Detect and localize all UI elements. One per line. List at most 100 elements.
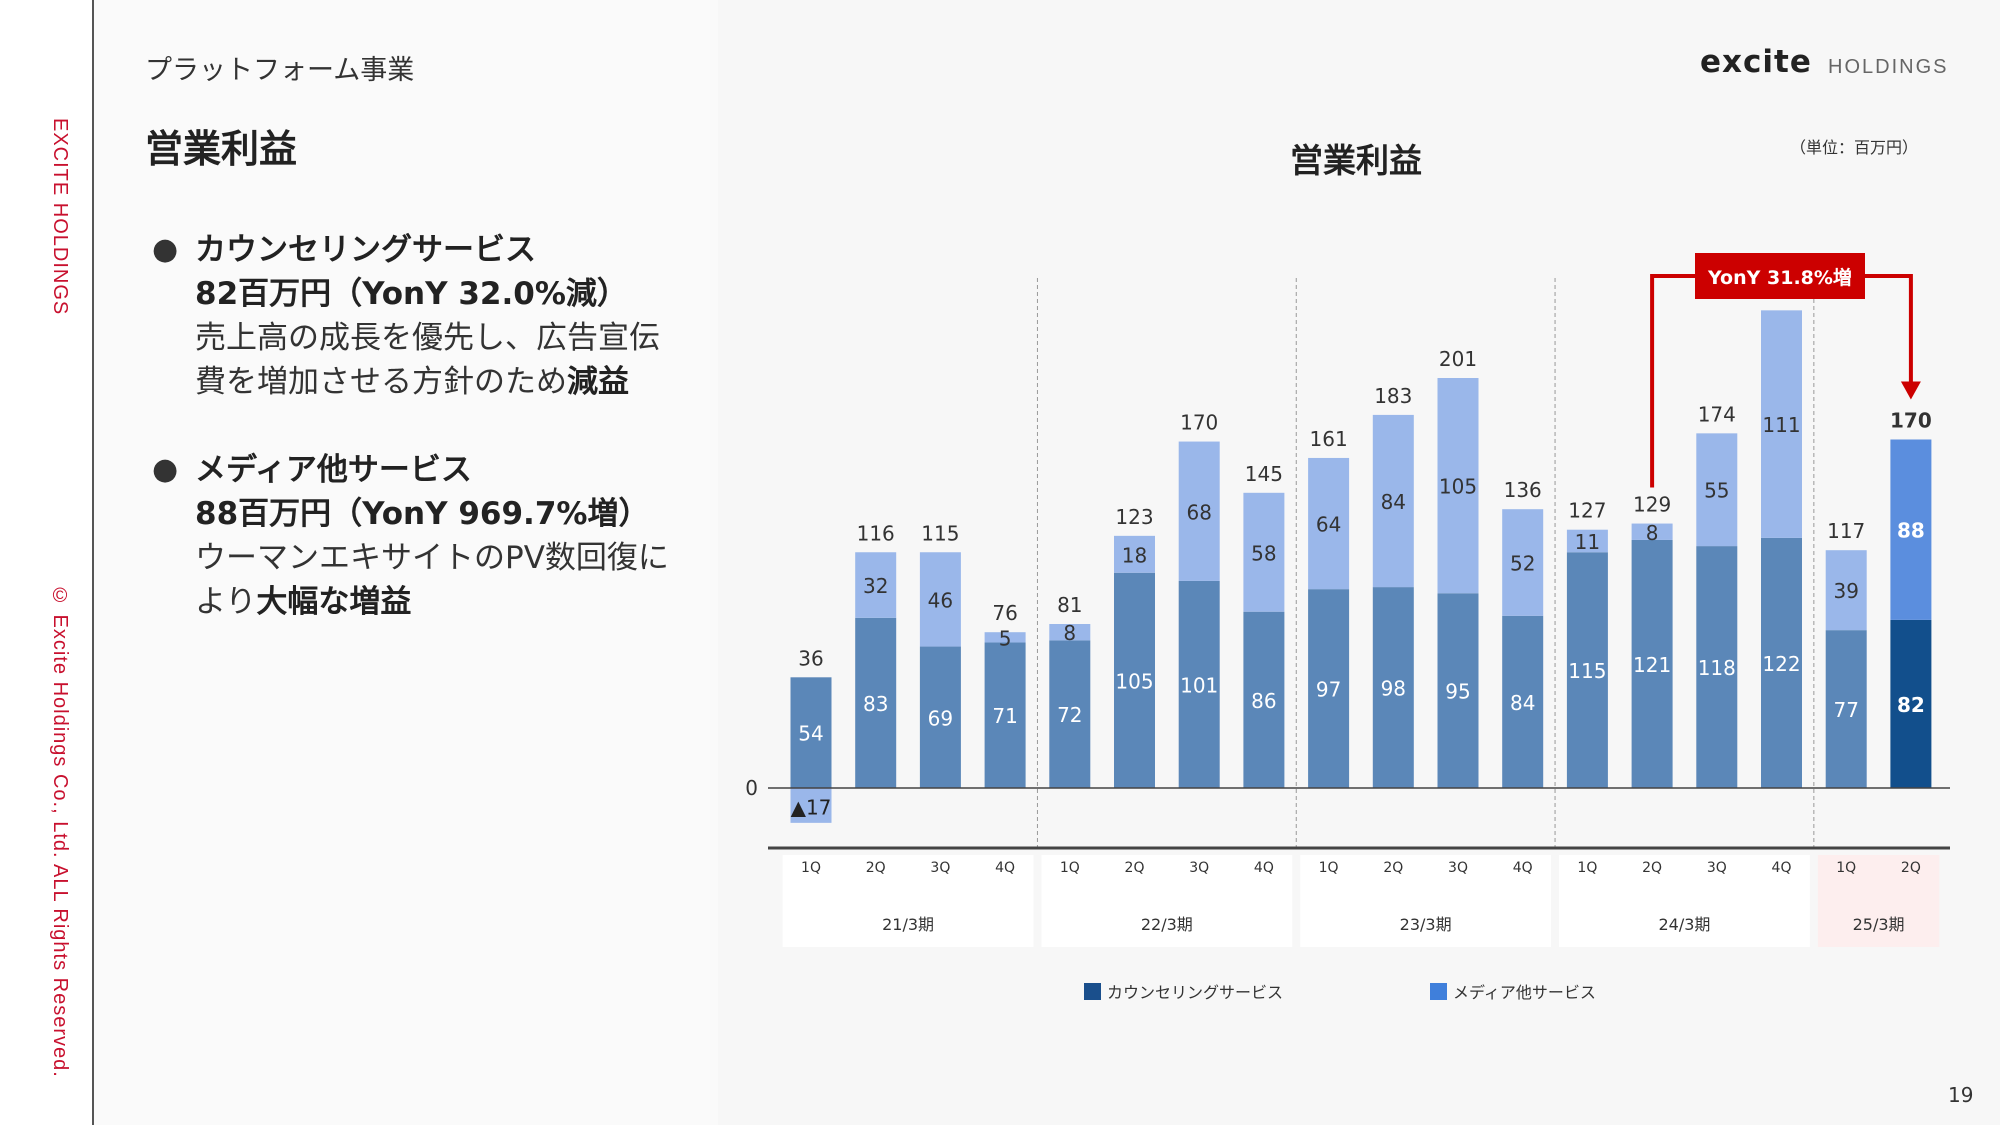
bar-media: [1631, 523, 1673, 540]
counseling-value-label: 98: [1381, 677, 1406, 701]
bar-counseling: [1243, 611, 1285, 788]
logo-suffix: HOLDINGS: [1828, 56, 1949, 78]
bar-media: [1114, 535, 1155, 573]
media-value-label: 5: [999, 626, 1012, 650]
counseling-value-label: 118: [1698, 656, 1736, 680]
quarter-tick-label: 1Q: [1319, 860, 1339, 876]
quarter-tick-label: 3Q: [930, 860, 950, 876]
media-value-label: 39: [1833, 579, 1858, 603]
quarter-tick-label: 4Q: [1772, 860, 1792, 876]
bar-media: [1502, 509, 1544, 616]
media-value-label: ▲17: [791, 795, 832, 819]
media-value-label: 32: [863, 574, 888, 598]
bar-counseling: [1502, 615, 1544, 788]
bar-counseling: [1114, 572, 1155, 788]
zero-tick-label: 0: [745, 776, 758, 800]
quarter-tick-label: 1Q: [1577, 860, 1597, 876]
total-value-label: 161: [1310, 427, 1348, 451]
fiscal-year-box: [1559, 855, 1810, 947]
bar-counseling: [1696, 546, 1738, 788]
bullet-figure: 82百万円（YonY 32.0%減）: [195, 276, 628, 312]
bar-media: [1243, 492, 1285, 612]
bullet-desc-line2: より大幅な増益: [195, 580, 710, 624]
bullet-desc-line2: 費を増加させる方針のため減益: [195, 360, 710, 404]
fiscal-year-label: 24/3期: [1658, 915, 1710, 934]
page-title: 営業利益: [145, 127, 298, 171]
bullet-desc-text: 費を増加させる方針のため: [195, 364, 567, 400]
bar-media: [919, 552, 961, 647]
page-number: 19: [1948, 1083, 1974, 1107]
counseling-value-label: 101: [1180, 673, 1218, 697]
quarter-tick-label: 2Q: [1642, 860, 1662, 876]
bar-counseling: [790, 677, 832, 788]
counseling-value-label: 83: [863, 692, 888, 716]
media-value-label: 105: [1439, 475, 1477, 499]
bullet-title: メディア他サービス: [195, 452, 472, 488]
counseling-value-label: 77: [1833, 698, 1858, 722]
media-value-label: 64: [1316, 513, 1341, 537]
quarter-tick-label: 2Q: [866, 860, 886, 876]
total-value-label: 76: [992, 601, 1017, 625]
media-value-label: 52: [1510, 552, 1535, 576]
bullet-desc-emphasis: 大幅な増益: [256, 584, 412, 620]
counseling-value-label: 97: [1316, 678, 1341, 702]
bar-counseling: [1825, 630, 1867, 788]
counseling-value-label: 95: [1445, 680, 1470, 704]
legend-swatch-counseling: [1084, 983, 1101, 1000]
fiscal-year-label: 23/3期: [1400, 915, 1452, 934]
bar-media: [1761, 310, 1802, 538]
yoy-callout-arrowhead: [1900, 381, 1921, 400]
quarter-tick-label: 3Q: [1189, 860, 1209, 876]
media-value-label: 18: [1122, 543, 1147, 567]
media-value-label: 68: [1186, 500, 1211, 524]
bar-counseling: [1631, 539, 1673, 788]
bullet-desc-emphasis: 減益: [567, 364, 629, 400]
quarter-tick-label: 3Q: [1707, 860, 1727, 876]
media-value-label: 8: [1646, 521, 1659, 545]
total-value-label: 127: [1568, 499, 1606, 523]
bar-media: [1049, 624, 1091, 641]
yoy-callout-box: [1695, 253, 1865, 299]
fiscal-year-box: [1817, 855, 1940, 947]
quarter-tick-label: 1Q: [1060, 860, 1080, 876]
company-name-vertical: EXCITE HOLDINGS: [49, 118, 71, 316]
counseling-value-label: 121: [1633, 653, 1671, 677]
total-value-label: 183: [1374, 384, 1412, 408]
bullet-desc-line1: ウーマンエキサイトのPV数回復に: [195, 540, 669, 576]
quarter-tick-label: 2Q: [1125, 860, 1145, 876]
bar-media: [1696, 433, 1738, 547]
yoy-callout-text: YonY 31.8%増: [1707, 266, 1852, 289]
total-value-label: 36: [798, 646, 823, 670]
bullet-media: ● メディア他サービス 88百万円（YonY 969.7%増） ウーマンエキサイ…: [150, 448, 710, 624]
quarter-tick-label: 2Q: [1383, 860, 1403, 876]
bullet-desc-text: より: [195, 584, 257, 620]
fiscal-year-box: [1300, 855, 1552, 947]
quarter-tick-label: 4Q: [1254, 860, 1274, 876]
total-value-label: 123: [1115, 505, 1153, 529]
bar-counseling: [1566, 552, 1608, 788]
total-value-label: 129: [1633, 493, 1671, 517]
total-value-label: 170: [1180, 411, 1218, 435]
total-value-label: 115: [921, 521, 959, 545]
bullet-dot: ●: [152, 232, 179, 267]
quarter-tick-label: 4Q: [1513, 860, 1533, 876]
bar-media: [1178, 441, 1220, 581]
fiscal-year-label: 21/3期: [882, 915, 934, 934]
bar-media: [1825, 550, 1867, 631]
side-rail: [0, 0, 92, 1125]
media-value-label: 11: [1575, 530, 1600, 554]
bar-counseling: [1372, 587, 1414, 788]
total-value-label: 117: [1827, 519, 1865, 543]
bar-counseling: [855, 617, 897, 788]
fiscal-year-label: 22/3期: [1141, 915, 1193, 934]
section-label: プラットフォーム事業: [145, 55, 415, 86]
bullet-dot: ●: [152, 452, 179, 487]
legend-swatch-media: [1430, 983, 1447, 1000]
fiscal-year-box: [1041, 855, 1293, 947]
legend-label-media: メディア他サービス: [1453, 983, 1596, 1002]
bar-media: [1890, 439, 1932, 620]
bullet-figure: 88百万円（YonY 969.7%増）: [195, 496, 650, 532]
rail-divider: [92, 0, 94, 1125]
bar-media: [1437, 378, 1479, 594]
unit-label: （単位：百万円）: [1790, 138, 1919, 157]
